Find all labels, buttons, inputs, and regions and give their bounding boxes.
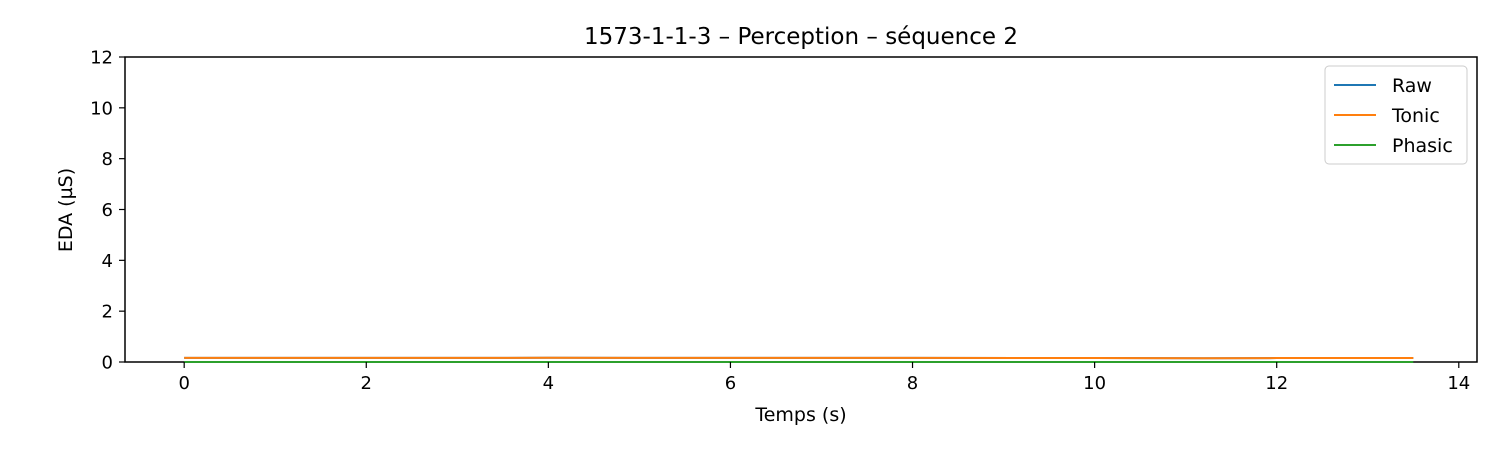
y-axis-label: EDA (µS) [55,168,77,252]
legend-label-tonic: Tonic [1391,105,1440,127]
y-tick-label: 12 [90,48,113,69]
plot-area: 0 2 4 6 8 10 12 14 0 2 4 6 8 10 12 [90,48,1478,394]
chart-title: 1573-1-1-3 – Perception – séquence 2 [584,24,1018,50]
y-tick-label: 6 [102,200,113,221]
x-tick-label: 10 [1083,373,1106,394]
y-tick-label: 0 [102,353,113,374]
y-tick-label: 10 [90,98,113,119]
x-tick-label: 4 [543,373,554,394]
y-tick-label: 2 [102,302,113,323]
x-axis-ticks: 0 2 4 6 8 10 12 14 [178,362,1470,394]
x-axis-label: Temps (s) [754,404,846,426]
x-tick-label: 2 [361,373,372,394]
series-layer [184,356,1414,363]
legend-label-raw: Raw [1392,75,1432,97]
x-tick-label: 0 [178,373,189,394]
legend: Raw Tonic Phasic [1324,65,1468,165]
y-tick-label: 4 [102,251,113,272]
y-axis-ticks: 0 2 4 6 8 10 12 [90,48,125,374]
y-tick-label: 8 [102,149,113,170]
legend-box [1324,65,1468,165]
x-tick-label: 8 [907,373,918,394]
x-tick-label: 6 [725,373,736,394]
legend-label-phasic: Phasic [1392,135,1453,157]
x-tick-label: 12 [1265,373,1288,394]
x-tick-label: 14 [1447,373,1470,394]
